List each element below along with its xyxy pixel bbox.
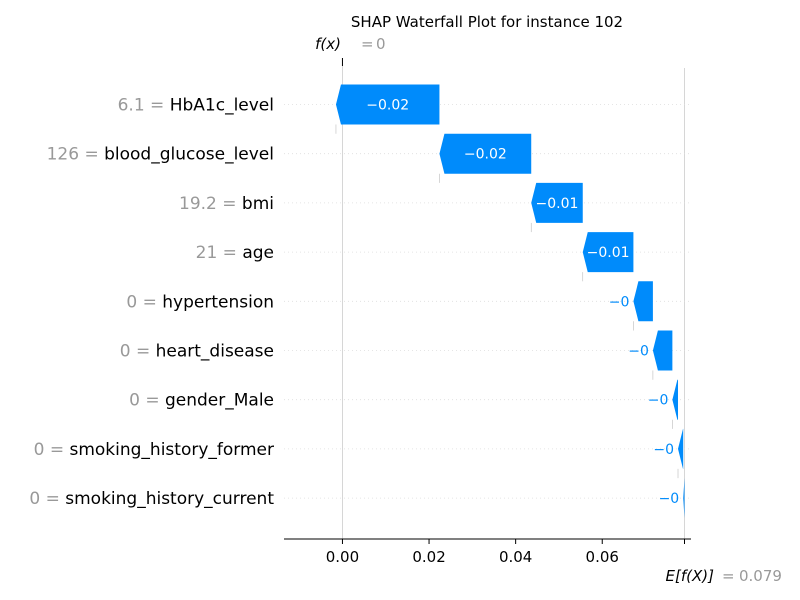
ex-equals: = [722, 567, 735, 585]
shap-bar-heart_disease [652, 330, 673, 371]
feature-name: smoking_history_current [65, 489, 274, 509]
fx-annotation: f(x) = 0 [315, 35, 385, 53]
bar-value-label: −0.01 [587, 245, 630, 261]
ex-annotation: E[f(X)] = 0.079 [666, 567, 782, 585]
shap-bar-HbA1c_level [335, 84, 440, 125]
x-tick-label: 0.04 [499, 548, 532, 566]
feature-value: 0 = [29, 489, 65, 509]
feature-label: 19.2 = bmi [179, 194, 274, 214]
feature-label: 0 = gender_Male [129, 391, 274, 411]
feature-value: 6.1 = [118, 96, 170, 116]
feature-name: smoking_history_former [69, 440, 274, 460]
feature-label: 0 = heart_disease [120, 342, 274, 362]
feature-label: 21 = age [196, 243, 274, 263]
feature-label: 0 = hypertension [126, 292, 274, 312]
fx-label: f(x) [315, 35, 341, 53]
shap-bar-bmi [531, 182, 583, 223]
bar-value-label: −0 [609, 294, 630, 310]
bars: −0.02 −0.02 −0.01 −0.01 −0 −0 −0 −0 −0 [335, 84, 685, 519]
shap-bar-smoking_history_current [683, 478, 685, 519]
feature-value: 21 = [196, 243, 243, 263]
shap-bar-hypertension [633, 281, 653, 322]
shap-bar-age [582, 232, 634, 273]
feature-name: bmi [242, 194, 274, 214]
bar-value-label: −0 [628, 344, 649, 360]
shap-bar-smoking_history_former [678, 428, 684, 469]
bar-value-label: −0.01 [536, 196, 579, 212]
x-axis: 0.00 0.02 0.04 0.06 [284, 538, 691, 566]
bar-value-label: −0.02 [366, 98, 409, 114]
fx-equals: = [361, 35, 374, 53]
x-tick-label: 0.02 [412, 548, 445, 566]
shap-bar-blood_glucose_level [439, 133, 532, 174]
feature-name: gender_Male [165, 391, 274, 411]
feature-value: 19.2 = [179, 194, 242, 214]
fx-value: 0 [376, 35, 386, 53]
feature-value: 0 = [34, 440, 70, 460]
feature-name: hypertension [162, 292, 274, 312]
shap-bar-gender_Male [672, 379, 679, 420]
bar-value-label: −0.02 [464, 147, 507, 163]
bar-value-label: −0 [659, 491, 680, 507]
chart-title: SHAP Waterfall Plot for instance 102 [351, 13, 623, 31]
feature-label: 126 = blood_glucose_level [47, 145, 274, 165]
feature-name: HbA1c_level [170, 96, 274, 116]
ex-value: 0.079 [739, 567, 782, 585]
feature-label: 0 = smoking_history_former [34, 440, 274, 460]
feature-labels: 6.1 = HbA1c_level 126 = blood_glucose_lev… [29, 96, 274, 510]
feature-value: 0 = [129, 391, 165, 411]
feature-value: 0 = [126, 292, 162, 312]
feature-value: 126 = [47, 145, 105, 165]
feature-name: blood_glucose_level [104, 145, 274, 165]
x-tick-label: 0.06 [586, 548, 619, 566]
ex-label: E[f(X)] [666, 567, 715, 585]
feature-value: 0 = [120, 342, 156, 362]
feature-name: age [242, 243, 274, 263]
feature-label: 6.1 = HbA1c_level [118, 96, 274, 116]
x-tick-label: 0.00 [326, 548, 359, 566]
gridlines [284, 58, 691, 539]
feature-label: 0 = smoking_history_current [29, 489, 274, 509]
feature-name: heart_disease [156, 342, 274, 362]
bar-value-label: −0 [648, 393, 669, 409]
bar-value-label: −0 [653, 442, 674, 458]
